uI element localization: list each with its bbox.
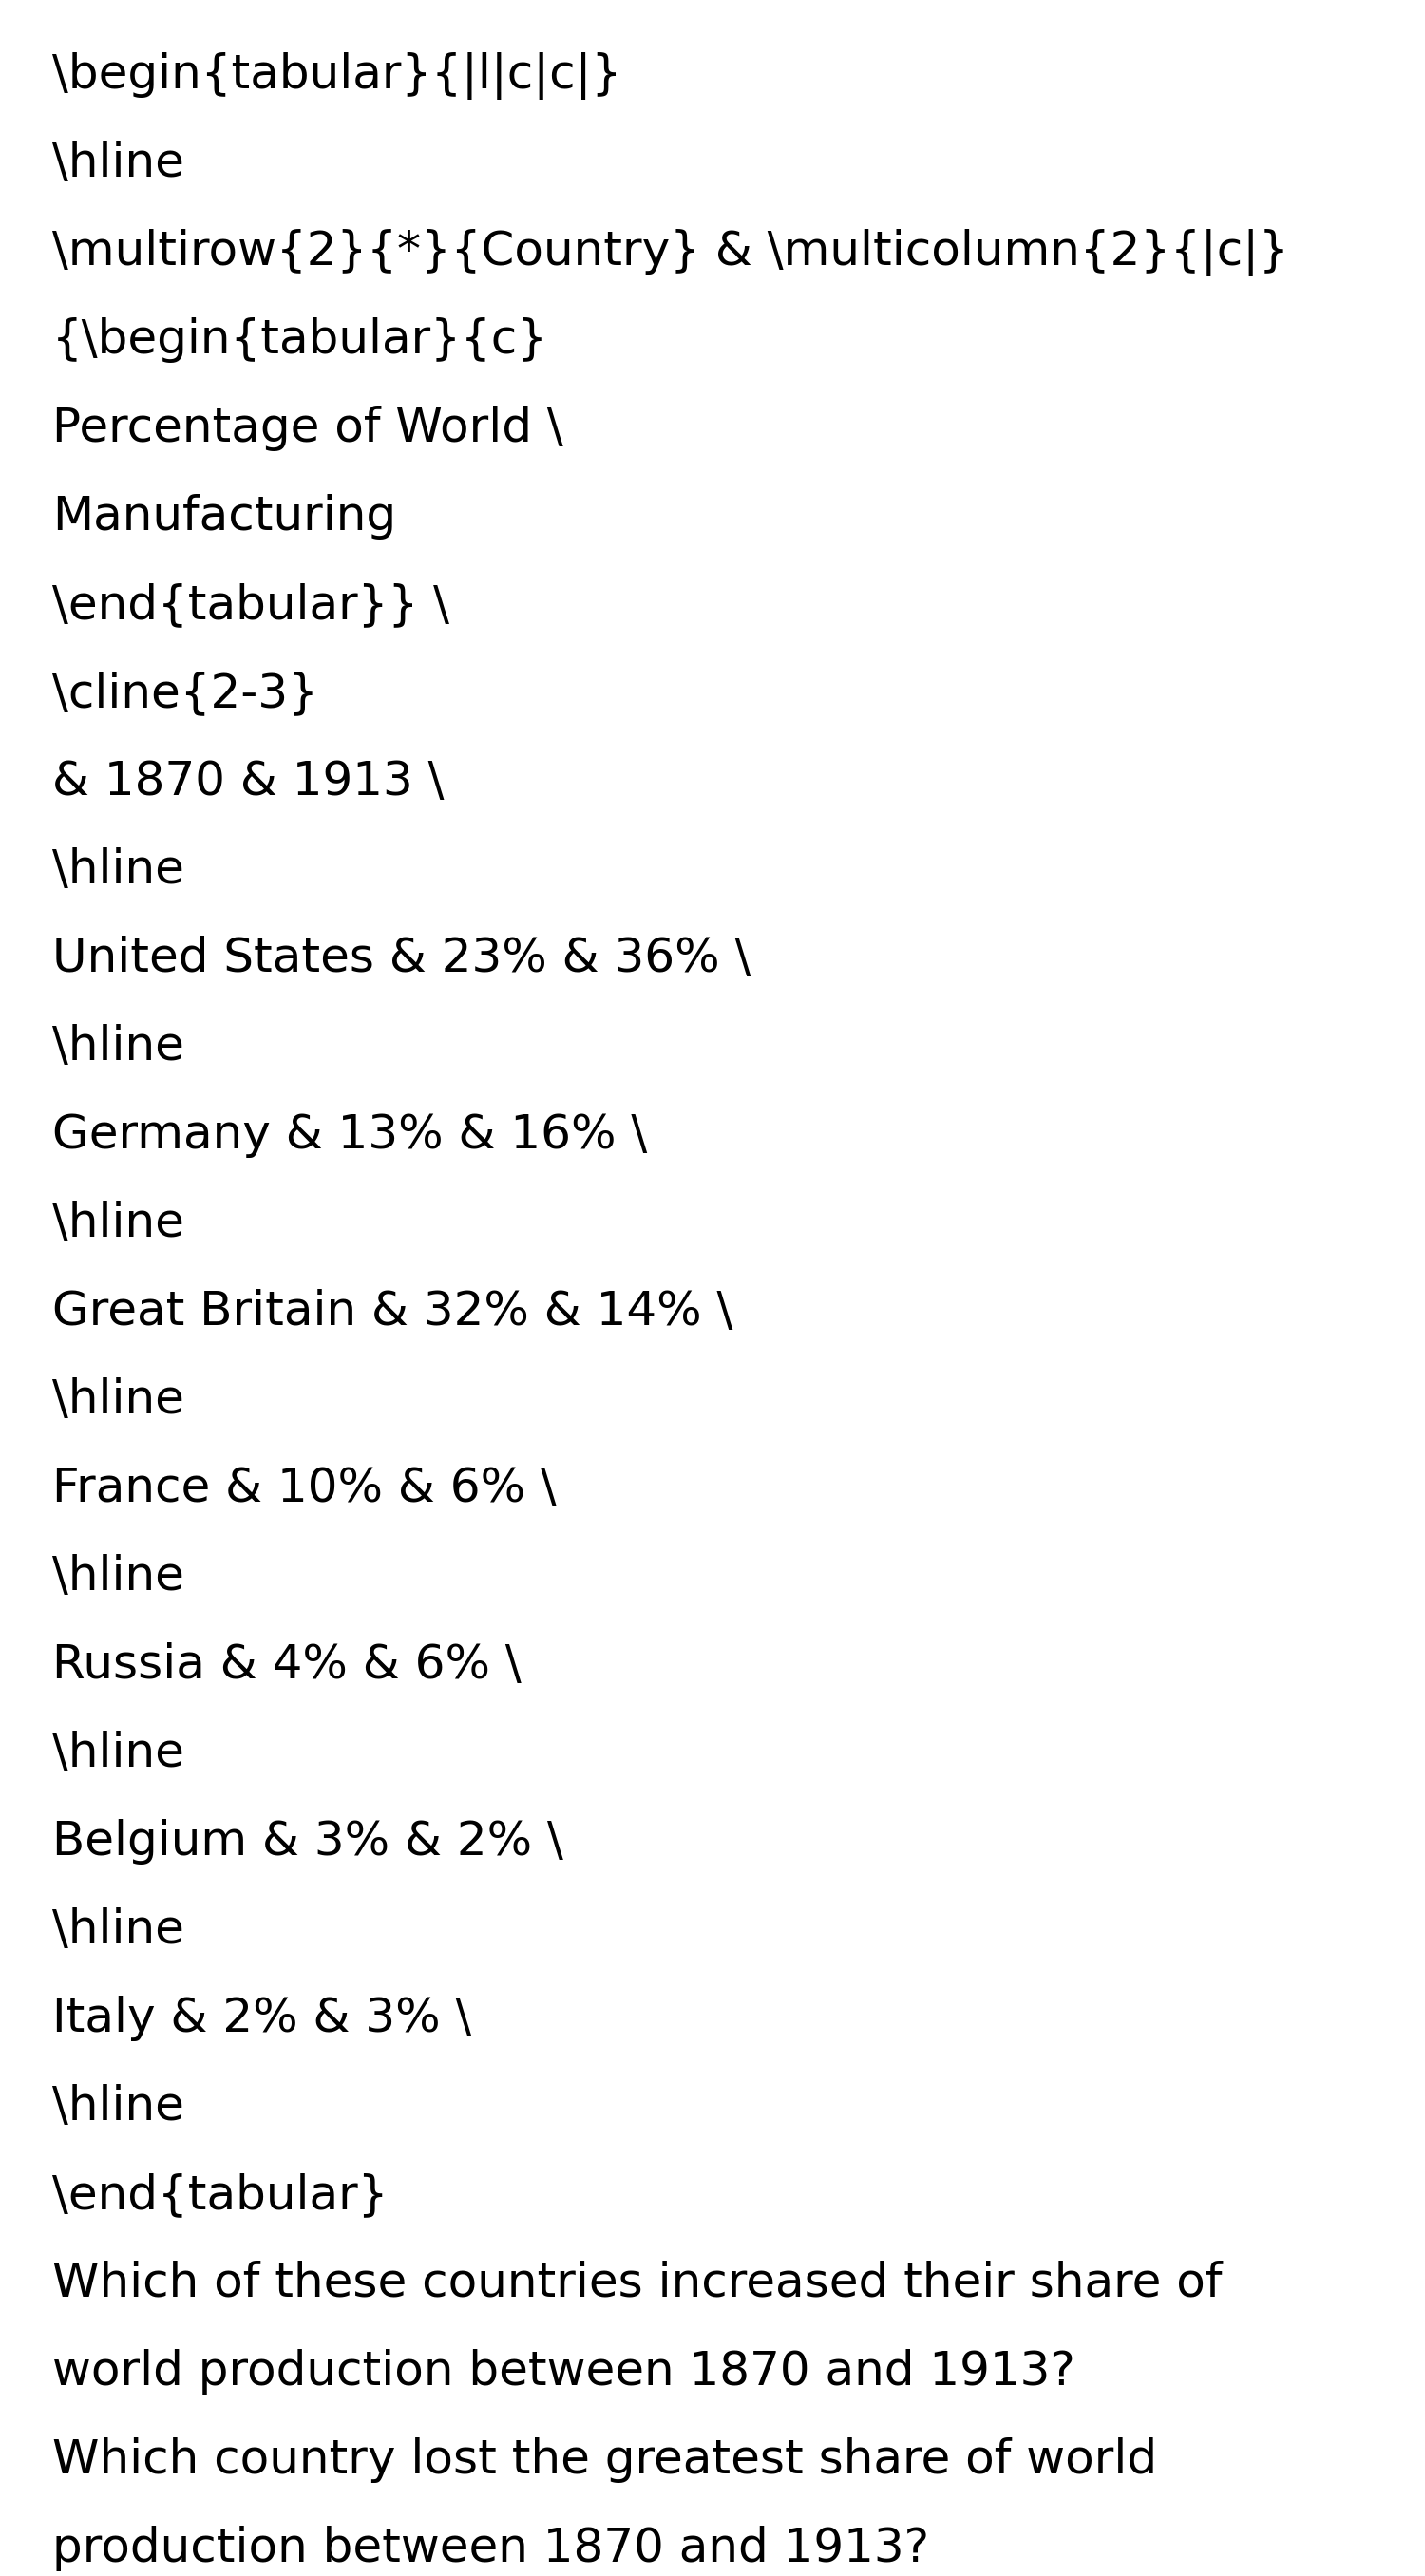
Text: Which country lost the greatest share of world: Which country lost the greatest share of… bbox=[53, 2437, 1157, 2483]
Text: \begin{tabular}{|l|c|c|}: \begin{tabular}{|l|c|c|} bbox=[53, 52, 621, 100]
Text: \hline: \hline bbox=[53, 1023, 184, 1069]
Text: \hline: \hline bbox=[53, 848, 184, 894]
Text: \hline: \hline bbox=[53, 1731, 184, 1777]
Text: Russia & 4% & 6% \: Russia & 4% & 6% \ bbox=[53, 1643, 522, 1687]
Text: Italy & 2% & 3% \: Italy & 2% & 3% \ bbox=[53, 1996, 472, 2040]
Text: Which of these countries increased their share of: Which of these countries increased their… bbox=[53, 2262, 1223, 2306]
Text: \hline: \hline bbox=[53, 1553, 184, 1600]
Text: & 1870 & 1913 \: & 1870 & 1913 \ bbox=[53, 760, 445, 804]
Text: production between 1870 and 1913?: production between 1870 and 1913? bbox=[53, 2524, 929, 2571]
Text: Percentage of World \: Percentage of World \ bbox=[53, 404, 563, 451]
Text: world production between 1870 and 1913?: world production between 1870 and 1913? bbox=[53, 2349, 1076, 2396]
Text: \hline: \hline bbox=[53, 142, 184, 185]
Text: Germany & 13% & 16% \: Germany & 13% & 16% \ bbox=[53, 1113, 647, 1157]
Text: \hline: \hline bbox=[53, 2084, 184, 2130]
Text: \hline: \hline bbox=[53, 1906, 184, 1953]
Text: \hline: \hline bbox=[53, 1200, 184, 1247]
Text: {\begin{tabular}{c}: {\begin{tabular}{c} bbox=[53, 317, 549, 363]
Text: Manufacturing: Manufacturing bbox=[53, 495, 396, 538]
Text: France & 10% & 6% \: France & 10% & 6% \ bbox=[53, 1466, 557, 1512]
Text: United States & 23% & 36% \: United States & 23% & 36% \ bbox=[53, 935, 751, 981]
Text: \end{tabular}} \: \end{tabular}} \ bbox=[53, 582, 449, 629]
Text: Great Britain & 32% & 14% \: Great Britain & 32% & 14% \ bbox=[53, 1288, 732, 1334]
Text: \cline{2-3}: \cline{2-3} bbox=[53, 670, 318, 716]
Text: \hline: \hline bbox=[53, 1378, 184, 1422]
Text: \end{tabular}: \end{tabular} bbox=[53, 2172, 388, 2218]
Text: Belgium & 3% & 2% \: Belgium & 3% & 2% \ bbox=[53, 1819, 563, 1865]
Text: \multirow{2}{*}{Country} & \multicolumn{2}{|c|}: \multirow{2}{*}{Country} & \multicolumn{… bbox=[53, 229, 1290, 276]
